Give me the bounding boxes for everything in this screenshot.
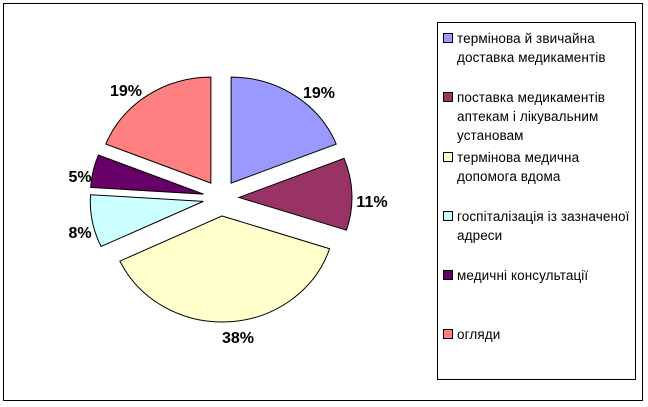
slice-label-2: 38% (222, 330, 254, 347)
legend-item-3: госпіталізація із зазначеної адреси (443, 207, 633, 245)
slice-label-4: 5% (68, 169, 91, 186)
legend-item-4: медичні консультації (443, 266, 633, 285)
legend-item-5: огляди (443, 325, 633, 344)
legend-label-2: термінова медична допомога вдома (457, 150, 580, 184)
legend-swatch-0 (443, 33, 453, 43)
slice-label-3: 8% (68, 225, 91, 242)
pie-slice-1 (237, 157, 353, 231)
slice-label-5: 19% (110, 83, 142, 100)
legend-item-1: поставка медикаментів аптекам і лікуваль… (443, 88, 633, 145)
legend-item-2: термінова медична допомога вдома (443, 148, 633, 186)
legend-swatch-3 (443, 211, 453, 221)
legend: термінова й звичайна доставка медикамент… (437, 22, 636, 380)
pie-slice-0 (230, 76, 337, 184)
legend-swatch-2 (443, 152, 453, 162)
legend-label-3: госпіталізація із зазначеної адреси (457, 209, 630, 243)
pie-slice-2 (119, 215, 331, 323)
legend-item-0: термінова й звичайна доставка медикамент… (443, 29, 633, 67)
pie-slice-3 (89, 194, 204, 248)
legend-swatch-4 (443, 270, 453, 280)
legend-label-1: поставка медикаментів аптекам і лікуваль… (457, 90, 606, 143)
slice-label-1: 11% (356, 194, 387, 211)
slice-label-0: 19% (303, 85, 335, 102)
legend-swatch-1 (443, 92, 453, 102)
legend-label-0: термінова й звичайна доставка медикамент… (457, 31, 606, 65)
legend-label-5: огляди (457, 327, 501, 342)
pie-slice-4 (90, 154, 204, 195)
legend-swatch-5 (443, 329, 453, 339)
legend-label-4: медичні консультації (457, 268, 589, 283)
pie-slice-5 (105, 76, 212, 184)
